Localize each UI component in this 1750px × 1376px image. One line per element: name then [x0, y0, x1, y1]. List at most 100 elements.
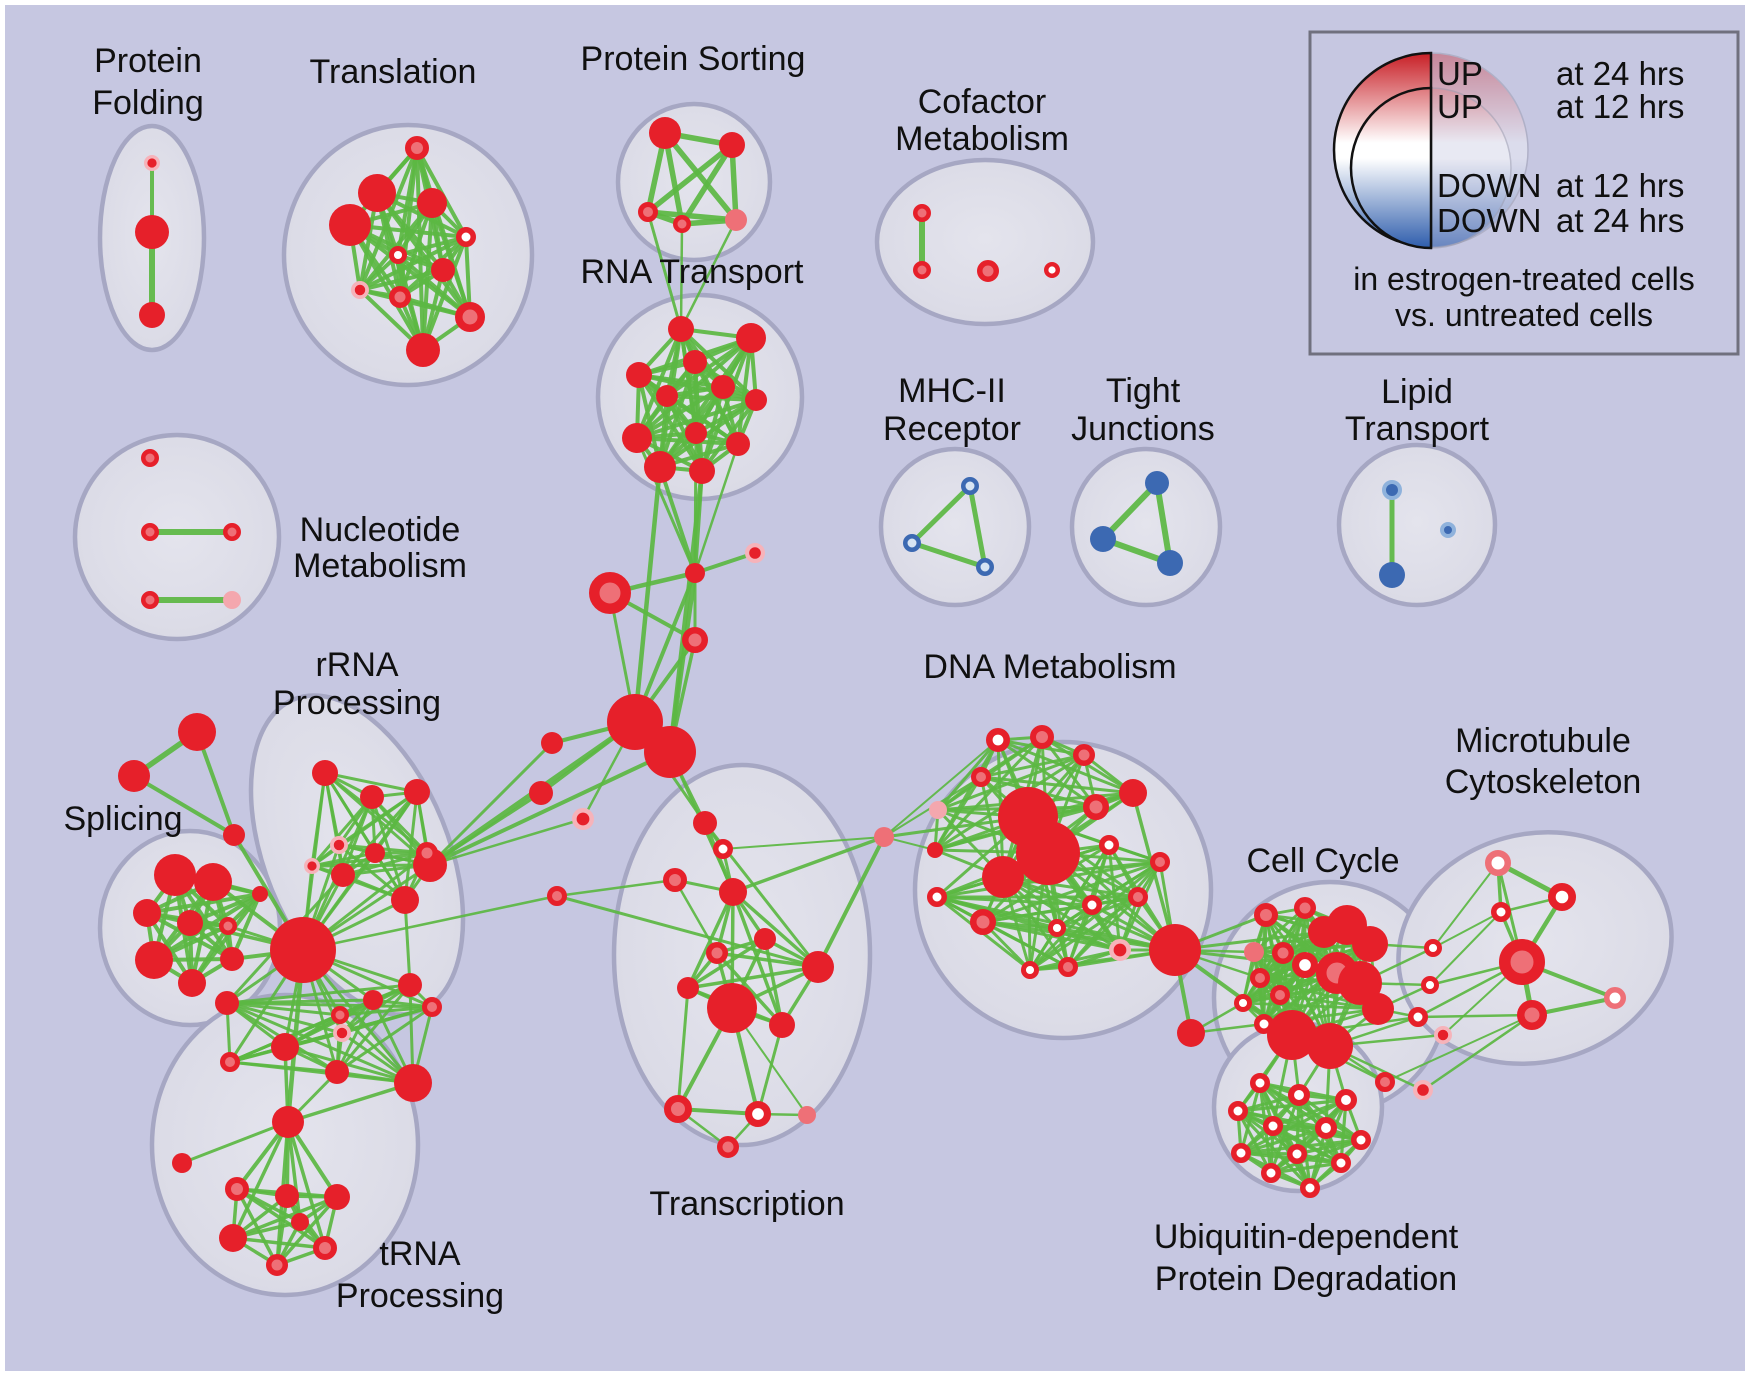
- cluster-label-dna-metabolism-line1: DNA Metabolism: [923, 648, 1176, 686]
- edge: [225, 1001, 342, 1017]
- gene-node: [1351, 1130, 1371, 1150]
- gene-node: [154, 854, 196, 896]
- gene-node: [668, 316, 694, 342]
- edge: [679, 218, 738, 331]
- gene-node: [664, 1095, 692, 1123]
- gene-node: [927, 842, 943, 858]
- cluster-label-rrna-processing-line1: rRNA: [315, 646, 398, 684]
- nodes-layer: [118, 117, 1626, 1276]
- edge: [1421, 1013, 1534, 1092]
- edge: [933, 775, 983, 852]
- gene-node: [141, 591, 159, 609]
- gene-node: [1294, 897, 1316, 919]
- gene-node: [143, 154, 160, 171]
- edge: [1384, 1014, 1533, 1083]
- gene-node: [1331, 1153, 1351, 1173]
- gene-node: [547, 886, 567, 906]
- edge: [935, 895, 1094, 907]
- gene-node: [417, 188, 447, 218]
- edge: [555, 894, 820, 969]
- edge: [981, 920, 1070, 969]
- gene-node: [693, 811, 717, 835]
- edge: [358, 235, 468, 292]
- gene-node: [1434, 1026, 1453, 1045]
- gene-node: [358, 174, 396, 212]
- gene-node: [331, 1006, 349, 1024]
- edge: [301, 894, 559, 952]
- edge: [635, 398, 758, 440]
- gene-node: [913, 261, 931, 279]
- gene-node: [1300, 1178, 1320, 1198]
- gene-node: [135, 941, 173, 979]
- legend-inner-circle-right: [1430, 87, 1512, 249]
- gene-node: [351, 281, 370, 300]
- cluster-label-ubiquitin-degradation-line2: Protein Degradation: [1155, 1260, 1457, 1298]
- edge: [676, 986, 690, 1111]
- gene-node: [929, 801, 947, 819]
- gene-node: [1307, 1023, 1353, 1069]
- edge: [225, 983, 412, 1005]
- gene-node: [398, 973, 422, 997]
- edge: [335, 983, 412, 1074]
- edge: [646, 210, 683, 331]
- gene-node: [961, 477, 979, 495]
- gene-node: [178, 969, 206, 997]
- gene-node: [589, 572, 631, 614]
- edge: [1239, 1126, 1328, 1155]
- edge: [231, 1195, 339, 1240]
- gene-node: [219, 1224, 247, 1252]
- legend-down-12-keyword: DOWN: [1437, 167, 1541, 204]
- edge: [979, 775, 1135, 795]
- edge: [323, 771, 419, 794]
- edge: [816, 835, 886, 969]
- cluster-label-mhc-ii-receptor-line2: Receptor: [883, 410, 1021, 448]
- gene-node: [541, 732, 563, 754]
- gene-node: [1157, 550, 1183, 576]
- edge: [731, 890, 820, 969]
- gene-node: [220, 1052, 240, 1072]
- gene-node: [1231, 1143, 1251, 1163]
- cluster-protein-sorting: [615, 101, 773, 263]
- legend-up-24-time: at 24 hrs: [1556, 55, 1684, 92]
- cluster-tight-junctions: [1069, 446, 1223, 608]
- gene-node: [406, 333, 440, 367]
- gene-node: [745, 1100, 772, 1127]
- gene-node: [223, 591, 241, 609]
- edge: [1154, 480, 1173, 566]
- edge: [1055, 926, 1122, 952]
- gene-node: [927, 887, 947, 907]
- gene-node: [1412, 1079, 1433, 1100]
- legend-down-24-keyword: DOWN: [1437, 202, 1541, 239]
- edge: [231, 1120, 290, 1240]
- labels-layer: Protein Folding Translation Protein Sorting…: [63, 40, 1641, 1315]
- gene-node: [389, 246, 408, 265]
- gene-node: [706, 942, 728, 964]
- gene-node: [1338, 961, 1382, 1005]
- gene-node: [1263, 1116, 1283, 1136]
- edge: [348, 223, 425, 352]
- gene-node: [312, 760, 338, 786]
- gene-node: [685, 563, 705, 583]
- edge: [693, 442, 740, 575]
- gene-node: [1150, 852, 1170, 872]
- gene-node: [1517, 1000, 1547, 1030]
- gene-node: [638, 202, 658, 222]
- edge: [665, 394, 758, 402]
- gene-node: [1375, 1072, 1395, 1092]
- gene-node: [1128, 887, 1148, 907]
- gene-node: [219, 917, 237, 935]
- edge: [225, 1001, 434, 1009]
- edge: [909, 540, 988, 570]
- edge: [667, 570, 698, 755]
- edge: [180, 1120, 290, 1165]
- gene-node: [1267, 1010, 1317, 1060]
- gene-node: [977, 260, 999, 282]
- gene-node: [291, 1213, 309, 1231]
- edge: [679, 222, 684, 331]
- gene-node: [1335, 1089, 1358, 1112]
- gene-node: [607, 694, 663, 750]
- cluster-label-microtubule-cytoskeleton-line1: Microtubule: [1455, 722, 1631, 760]
- gene-node: [769, 1012, 795, 1038]
- gene-node: [331, 863, 355, 887]
